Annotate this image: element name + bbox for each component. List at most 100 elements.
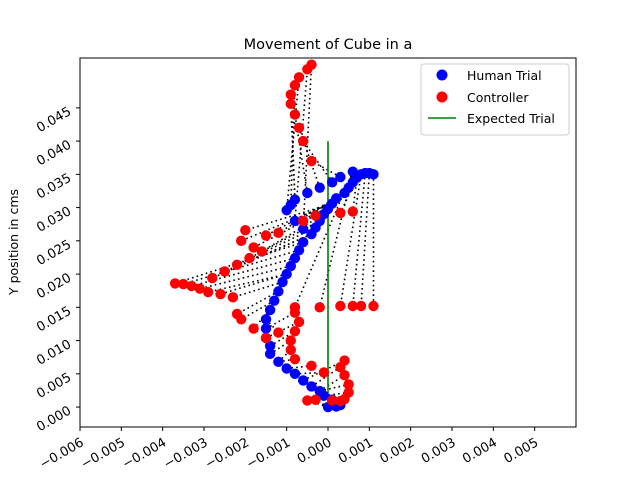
legend-human-marker <box>436 69 448 81</box>
controller-point <box>285 98 296 110</box>
controller-point <box>302 395 313 406</box>
human-trial-point <box>264 340 276 352</box>
controller-point <box>248 242 259 253</box>
controller-point <box>335 300 346 312</box>
human-trial-point <box>347 166 358 177</box>
link-line <box>240 202 333 242</box>
human-trial-point <box>314 182 325 193</box>
legend-human-label: Human Trial <box>467 68 542 83</box>
controller-point <box>244 252 255 264</box>
human-trial-point <box>298 375 309 386</box>
human-trial-point <box>281 205 292 216</box>
controller-layer <box>169 59 379 407</box>
legend: Human Trial Controller Expected Trial <box>420 63 570 136</box>
human-trial-point <box>326 177 338 188</box>
controller-point <box>289 353 301 365</box>
link-line <box>249 220 321 259</box>
controller-point <box>347 206 358 217</box>
controller-point <box>256 246 268 257</box>
link-line <box>199 265 291 290</box>
legend-controller-label: Controller <box>467 90 529 105</box>
controller-point <box>289 302 301 313</box>
legend-box <box>420 63 570 136</box>
link-line <box>265 321 300 339</box>
controller-point <box>289 109 301 120</box>
controller-point <box>293 122 305 134</box>
link-line <box>224 233 312 273</box>
human-trial-point <box>302 187 313 199</box>
human-trial-point <box>273 356 284 368</box>
human-trial-point <box>281 363 292 374</box>
human-trial-point <box>298 236 309 248</box>
human-trial-point <box>314 385 325 397</box>
link-line <box>318 171 354 308</box>
controller-point <box>339 369 350 381</box>
controller-point <box>169 278 181 289</box>
human-trial-point <box>289 215 301 227</box>
controller-point <box>326 395 338 406</box>
link-line <box>360 172 371 307</box>
link-line <box>232 281 283 299</box>
controller-point <box>207 272 218 284</box>
human-trial-point <box>289 368 301 380</box>
link-line <box>290 85 296 205</box>
human-trial-point <box>281 268 292 280</box>
link-line <box>220 273 287 295</box>
controller-point <box>231 308 243 320</box>
controller-point <box>202 286 214 298</box>
link-line <box>240 299 275 320</box>
link-line <box>245 202 333 231</box>
human-trial-point <box>285 260 296 272</box>
controller-point <box>318 367 330 378</box>
controller-point <box>186 280 197 292</box>
link-line <box>352 172 366 307</box>
link-line <box>302 140 333 183</box>
link-line <box>311 366 341 388</box>
human-trial-point <box>331 193 342 204</box>
legend-expected-label: Expected Trial <box>467 111 555 126</box>
controller-point <box>236 235 247 247</box>
controller-point <box>293 316 305 328</box>
controller-point <box>347 300 358 312</box>
legend-controller-marker <box>436 91 448 103</box>
human-trial-point <box>269 295 280 306</box>
controller-point <box>273 327 284 338</box>
controller-point <box>289 326 301 337</box>
controller-point <box>260 230 272 241</box>
link-line <box>285 77 300 211</box>
controller-point <box>215 288 226 300</box>
controller-point <box>306 59 317 70</box>
human-trial-point <box>298 223 309 235</box>
human-trial-point <box>368 169 379 180</box>
human-trial-point <box>306 381 317 392</box>
controller-point <box>306 155 317 167</box>
controller-point <box>298 215 309 227</box>
controller-point <box>178 278 189 290</box>
controller-point <box>285 344 296 356</box>
link-line <box>265 311 296 330</box>
y-axis-label: Y position in cms <box>6 189 21 296</box>
controller-point <box>293 72 305 83</box>
controller-point <box>343 387 354 398</box>
controller-point <box>298 135 309 147</box>
controller-point <box>355 300 367 312</box>
controller-point <box>231 259 243 270</box>
controller-point <box>306 360 317 372</box>
controller-point <box>219 266 230 277</box>
human-trial-point <box>277 276 288 288</box>
controller-point <box>335 207 346 219</box>
link-line <box>191 257 296 287</box>
link-line <box>183 249 300 285</box>
link-line <box>311 160 341 178</box>
chart-title: Movement of Cube in a <box>244 37 413 53</box>
human-trial-point <box>260 323 272 334</box>
controller-point <box>339 355 350 366</box>
controller-point <box>310 210 321 221</box>
controller-point <box>260 332 272 344</box>
controller-point <box>343 379 354 390</box>
controller-point <box>273 227 284 239</box>
controller-point <box>285 335 296 346</box>
controller-point <box>285 89 296 100</box>
controller-point <box>310 394 321 405</box>
